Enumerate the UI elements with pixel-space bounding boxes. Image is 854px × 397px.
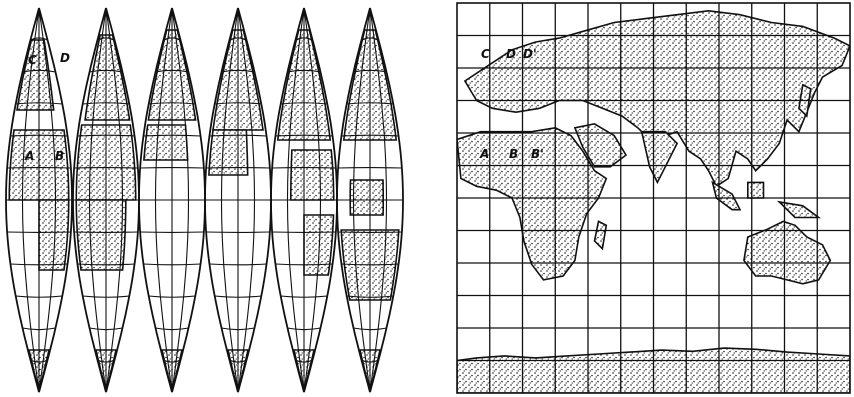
gore-parallel (275, 134, 333, 137)
gore-parallel (163, 37, 181, 41)
gore-parallel (221, 327, 255, 331)
gore-edge-right (369, 7, 404, 393)
gore-1 (5, 7, 73, 393)
gore-parallel (89, 69, 123, 73)
sumatra-landmass (711, 180, 742, 211)
label-a-gores: A (24, 149, 34, 163)
gore-land (289, 149, 335, 201)
label-b-gores: B (55, 149, 64, 163)
gore-parallel (353, 69, 387, 73)
gore-parallel (341, 134, 399, 137)
gore-parallel (15, 102, 63, 105)
gore-land (143, 124, 189, 161)
australia-landmass (743, 220, 832, 285)
gore-3 (138, 7, 206, 393)
gore-edge-left (270, 7, 305, 393)
gore-parallel (361, 359, 379, 363)
gore-edge-left (72, 7, 107, 393)
label-d-gores: D (60, 51, 70, 65)
grid-frame (456, 2, 851, 394)
gore-parallel (148, 295, 196, 298)
gore-parallel (361, 37, 379, 41)
gore-parallel (214, 102, 262, 105)
gore-parallel (346, 102, 394, 105)
gore-parallel (77, 134, 135, 137)
label-b-prime-grid: B' (531, 147, 544, 161)
gore-parallel (97, 37, 115, 41)
gore-parallel (30, 359, 48, 363)
borneo-landmass (746, 181, 765, 199)
gore-land (349, 179, 385, 216)
gore-parallel (163, 359, 181, 363)
gore-parallel (22, 327, 56, 331)
gore-parallel (77, 263, 135, 266)
gore-parallel (143, 263, 201, 266)
gore-parallel (10, 263, 68, 266)
new-guinea-landmass (776, 200, 822, 219)
gore-parallel (22, 69, 56, 73)
gore-parallel (287, 327, 321, 331)
gore-parallel (346, 295, 394, 298)
label-d-grid: D (506, 47, 516, 61)
gore-2 (72, 7, 140, 393)
gore-edge-right (38, 7, 73, 393)
label-c-gores: C (28, 53, 37, 67)
gore-6 (336, 7, 404, 393)
gore-parallel (209, 263, 267, 266)
gore-parallel (82, 295, 130, 298)
gore-parallel (10, 134, 68, 137)
gore-parallel (15, 295, 63, 298)
gore-parallel (148, 102, 196, 105)
india-landmass (640, 130, 679, 185)
gore-parallel (295, 37, 313, 41)
gore-parallel (275, 263, 333, 266)
gore-parallel (229, 37, 247, 41)
gore-edge-left (336, 7, 371, 393)
gore-parallel (280, 102, 328, 105)
label-b-grid: B (509, 147, 518, 161)
label-c-grid: C (481, 47, 490, 61)
gore-parallel (295, 359, 313, 363)
gore-parallel (287, 69, 321, 73)
gore-parallel (209, 134, 267, 137)
gore-parallel (89, 327, 123, 331)
eurasia-landmass (463, 9, 850, 188)
gore-edge-left (5, 7, 40, 393)
gore-parallel (221, 69, 255, 73)
madagascar-landmass (593, 220, 608, 251)
label-a-grid: A (479, 147, 489, 161)
gore-parallel (341, 263, 399, 266)
gore-land (303, 214, 335, 276)
grid-labels: C D D' A B B' (479, 47, 544, 161)
gore-parallel (353, 327, 387, 331)
gore-parallel (229, 359, 247, 363)
gore-projection-map (5, 7, 404, 393)
gore-parallel (214, 295, 262, 298)
gore-parallel (280, 295, 328, 298)
gore-land (84, 34, 131, 121)
gore-4 (204, 7, 272, 393)
gore-edge-left (204, 7, 239, 393)
gore-land (75, 199, 127, 271)
gore-parallel (30, 37, 48, 41)
gore-edge-left (138, 7, 173, 393)
grid-graticule (457, 3, 850, 393)
gore-5 (270, 7, 338, 393)
rectangular-grid-map (456, 2, 851, 394)
gore-parallel (82, 102, 130, 105)
gore-parallel (155, 327, 189, 331)
gore-parallel (97, 359, 115, 363)
gore-land (16, 39, 55, 111)
gore-parallel (143, 134, 201, 137)
gore-parallel (155, 69, 189, 73)
label-d-prime-grid: D' (523, 47, 537, 61)
gore-labels: C D A B (24, 51, 70, 163)
